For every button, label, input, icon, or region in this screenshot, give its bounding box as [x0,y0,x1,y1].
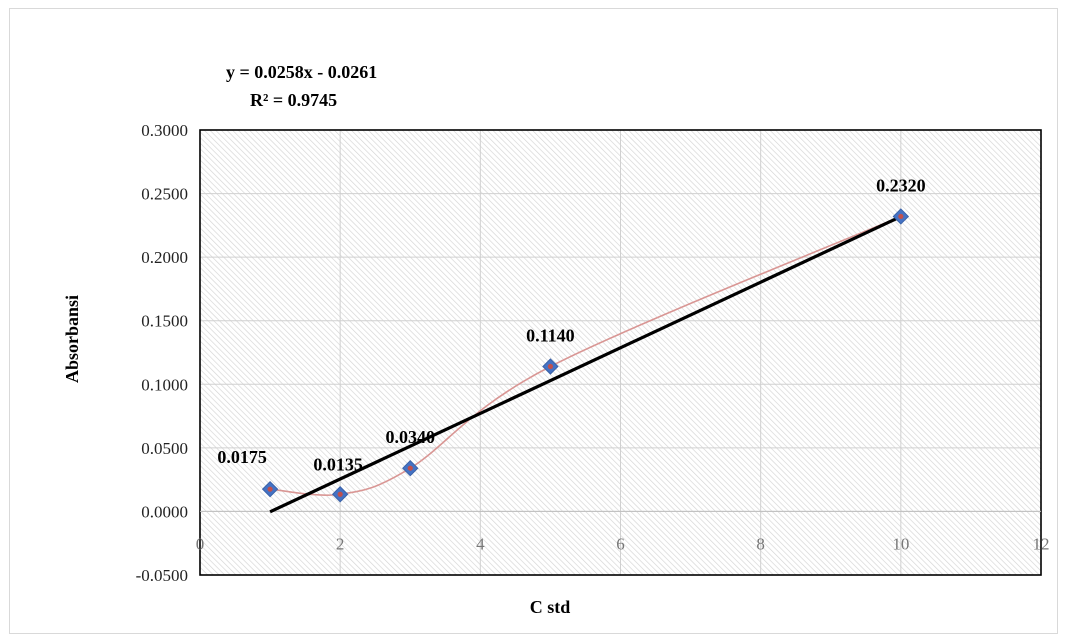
y-tick-label: 0.2000 [141,248,188,267]
y-axis-title: Absorbansi [62,295,82,383]
y-tick-label: 0.1000 [141,375,188,394]
data-point-center [267,486,273,492]
y-tick-label: 0.2500 [141,185,188,204]
x-tick-label: 6 [616,534,625,553]
y-tick-label: 0.3000 [141,121,188,140]
x-tick-label: 0 [196,534,205,553]
data-point-center [337,491,343,497]
trendline-equation: y = 0.0258x - 0.0261 [226,62,377,82]
y-tick-label: 0.0000 [141,502,188,521]
y-tick-label: 0.0500 [141,439,188,458]
x-tick-label: 4 [476,534,485,553]
x-tick-label: 2 [336,534,345,553]
data-label: 0.0135 [313,454,363,474]
data-label: 0.0340 [386,427,436,447]
x-tick-label: 12 [1033,534,1050,553]
x-tick-label: 8 [756,534,765,553]
data-label: 0.2320 [876,175,926,195]
y-tick-label: -0.0500 [136,566,188,585]
trendline-r-squared: R² = 0.9745 [250,90,337,110]
data-label: 0.0175 [217,447,267,467]
y-tick-label: 0.1500 [141,312,188,331]
plot-border [199,129,1042,576]
x-axis-title: C std [530,597,571,617]
x-tick-label: 10 [892,534,909,553]
data-point-center [407,465,413,471]
data-label: 0.1140 [526,325,575,345]
linear-trendline [269,215,902,514]
data-point-center [547,363,554,370]
data-point-center [898,213,904,220]
